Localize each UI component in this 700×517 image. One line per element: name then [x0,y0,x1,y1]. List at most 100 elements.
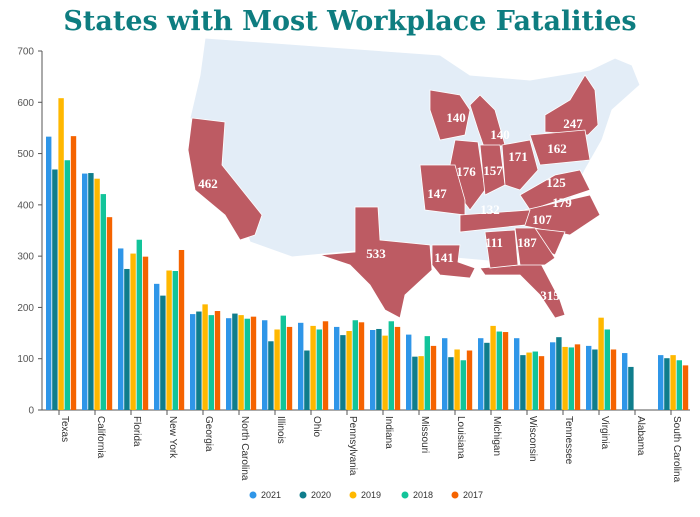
y-tick-label: 0 [28,406,34,417]
x-tick-label: Wisconsin [527,416,538,462]
map-value-label: 107 [532,212,552,227]
bar-2019 [526,352,532,410]
bar-2017 [178,249,185,410]
bar-2019 [670,355,676,410]
bar-2018 [208,315,214,410]
bar-2018 [316,329,322,410]
bar-2019 [382,335,388,410]
x-tick-label: California [95,416,106,459]
bar-2019 [130,253,136,410]
y-tick-label: 600 [17,98,34,109]
map-value-label: 132 [480,202,500,217]
bar-2018 [64,160,70,410]
map-value-label: 111 [485,235,503,250]
state-alabama [484,229,519,269]
bar-2018 [388,321,394,410]
bar-2019 [310,325,316,410]
bar-2020 [232,313,238,410]
bar-2017 [430,345,437,410]
bar-2021 [262,320,268,410]
bar-2017 [502,332,509,410]
bar-2018 [136,239,142,410]
bar-2020 [556,337,562,410]
y-tick-label: 500 [17,149,34,160]
bar-2021 [298,322,304,410]
state-virginia [519,169,591,211]
bar-2021 [658,355,664,410]
bar-2017 [106,217,113,410]
bar-2021 [118,248,124,410]
bar-2017 [70,136,77,411]
bar-2017 [538,356,545,410]
state-pennsylvania [529,129,591,166]
state-ohio [501,139,539,191]
bar-2021 [586,345,592,410]
bar-2021 [622,353,628,410]
bar-2018 [460,360,466,410]
bar-2018 [532,351,538,410]
map-value-label: 315 [540,288,560,303]
bar-2017 [142,256,149,410]
bar-2017 [466,350,473,410]
map-value-label: 147 [427,186,447,201]
bar-2021 [406,334,412,410]
legend-marker [401,491,409,499]
bar-2017 [610,349,617,410]
bar-2020 [664,358,670,410]
bar-2020 [412,356,418,410]
bar-2018 [424,336,430,410]
bar-2020 [124,268,130,410]
bar-2019 [166,270,172,410]
bar-2019 [418,356,424,410]
legend-label: 2018 [413,490,433,500]
bar-2020 [160,295,166,410]
map-value-label: 462 [198,176,218,191]
state-california [187,117,263,241]
bar-2018 [100,194,106,410]
x-tick-label: Ohio [311,416,322,438]
map-value-label: 171 [508,149,528,164]
bar-2021 [550,342,556,410]
bar-2020 [592,349,598,410]
bar-2021 [154,283,160,410]
map-value-label: 187 [517,235,537,250]
y-tick-label: 200 [17,303,34,314]
bar-2020 [268,341,274,410]
bar-2017 [358,322,365,410]
bar-2020 [196,311,202,410]
chart-title: States with Most Workplace Fatalities [63,6,637,37]
y-tick-label: 400 [17,200,34,211]
map-value-label: 533 [366,246,386,261]
x-tick-label: North Carolina [239,416,250,481]
bar-2021 [478,338,484,410]
y-tick-label: 700 [17,47,34,58]
x-tick-label: Pennsylvania [347,416,358,476]
map-value-label: 140 [446,110,466,125]
bar-2018 [280,315,286,410]
bar-2021 [190,314,196,410]
legend-label: 2019 [361,490,381,500]
y-tick-label: 100 [17,354,34,365]
x-tick-label: Alabama [635,416,646,456]
state-new-york [544,74,599,136]
bar-2017 [286,326,293,410]
bar-2021 [442,338,448,410]
bar-2021 [82,173,88,410]
x-tick-label: Tennessee [563,416,574,465]
legend-label: 2020 [311,490,331,500]
bar-2019 [490,325,496,410]
x-tick-label: Louisiana [455,416,466,459]
x-tick-label: New York [167,416,178,459]
bar-2018 [496,331,502,410]
x-tick-label: Georgia [203,416,214,452]
bar-2019 [238,315,244,410]
legend-label: 2017 [463,490,483,500]
state-georgia [514,227,556,266]
bar-2018 [172,271,178,410]
state-tennessee [459,209,531,233]
bar-2020 [376,328,382,410]
bar-2020 [448,357,454,410]
bar-2017 [250,316,257,410]
bar-2017 [322,321,329,410]
